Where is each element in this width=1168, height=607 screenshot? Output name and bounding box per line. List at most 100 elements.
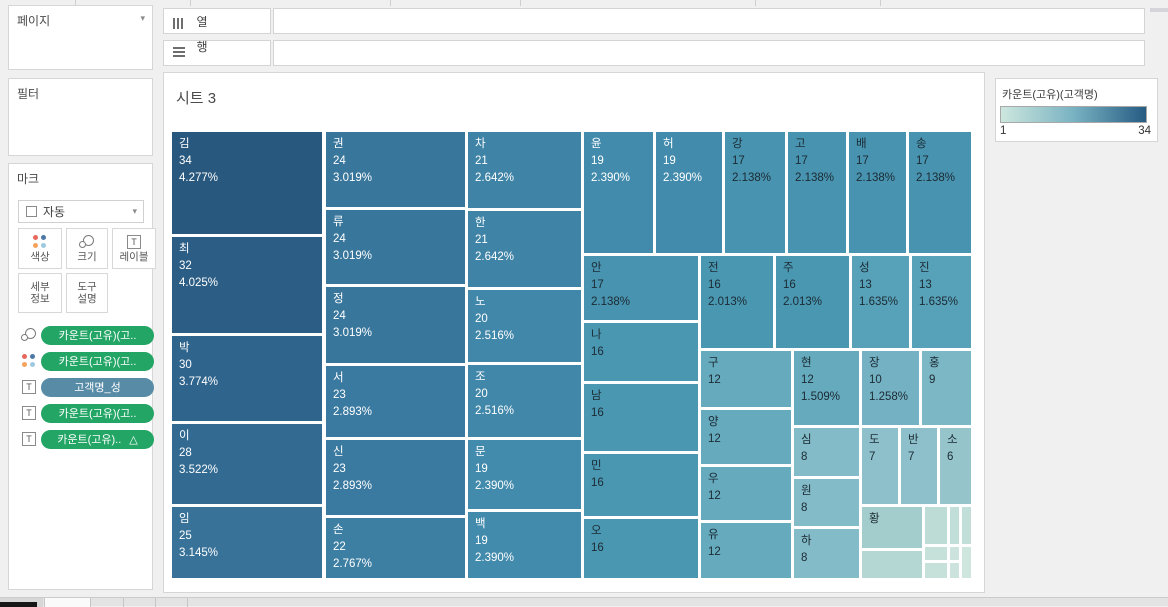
label-button[interactable]: T 레이블 [112,228,156,269]
chevron-down-icon: ▾ [132,206,137,216]
treemap-cell[interactable]: 남 16 [584,384,698,451]
pill-customer-surname[interactable]: 고객명_성 [41,377,154,397]
sheet-tab-divider [155,598,156,607]
detail-button-line1: 세부 [30,281,50,293]
mark-type-value: 자동 [43,205,66,219]
chevron-down-icon[interactable]: ▾ [140,13,145,23]
detail-button-line2: 정보 [30,293,50,305]
detail-button[interactable]: 세부 정보 [18,273,62,313]
sheet-title: 시트 3 [176,90,217,107]
treemap-cell[interactable] [962,547,971,578]
tooltip-button-line1: 도구 [77,281,97,293]
treemap-cell[interactable]: 손 22 2.767% [326,518,465,578]
treemap-cell[interactable] [962,507,971,544]
sheet-tab-divider [187,598,188,607]
treemap-cell[interactable]: 유 12 [701,523,791,578]
pill-row: T 고객명_성 [17,377,154,397]
treemap-cell[interactable]: 전 16 2.013% [701,256,773,348]
color-button[interactable]: 색상 [18,228,62,269]
treemap-cell[interactable]: 황 [862,507,922,548]
rows-shelf[interactable] [273,40,1145,66]
sheet-tab-divider [123,598,124,607]
tooltip-button-line2: 설명 [77,293,97,305]
columns-shelf-label: 열 [196,15,208,29]
treemap-cell[interactable]: 안 17 2.138% [584,256,698,320]
pill-count-distinct-label[interactable]: 카운트(고유)(고.. [41,403,154,423]
color-icon [33,234,47,249]
sheet-tab-active[interactable] [44,598,91,607]
treemap-cell[interactable]: 김 34 4.277% [172,132,322,234]
pill-count-distinct-delta[interactable]: 카운트(고유).. △ [41,429,154,449]
treemap: 김 34 4.277% 최 32 4.025% 박 30 3.774% 이 28 3.522% 임 25 3… [172,129,971,579]
color-legend-gradient[interactable] [1000,106,1147,123]
tooltip-button[interactable]: 도구 설명 [66,273,108,313]
treemap-cell[interactable]: 임 25 3.145% [172,507,322,578]
color-icon [17,354,41,368]
size-icon [79,234,95,249]
columns-shelf[interactable] [273,8,1145,34]
treemap-cell[interactable]: 박 30 3.774% [172,336,322,421]
size-button-label: 크기 [77,250,97,263]
text-label-icon: T [127,234,141,249]
treemap-cell[interactable]: 노 20 2.516% [468,290,581,362]
treemap-cell[interactable]: 차 21 2.642% [468,132,581,208]
treemap-cell[interactable] [925,547,947,560]
sheet-tab-bar [0,597,1168,607]
treemap-cell[interactable]: 배 17 2.138% [849,132,906,253]
treemap-cell[interactable]: 문 19 2.390% [468,440,581,509]
treemap-cell[interactable]: 한 21 2.642% [468,211,581,287]
treemap-cell[interactable] [862,551,922,578]
treemap-cell[interactable]: 구 12 [701,351,791,407]
treemap-cell[interactable]: 성 13 1.635% [852,256,909,348]
pill-count-distinct-color[interactable]: 카운트(고유)(고.. [41,351,154,371]
taskbar-fragment [0,602,37,607]
treemap-cell[interactable]: 양 12 [701,410,791,464]
treemap-cell[interactable]: 나 16 [584,323,698,381]
treemap-cell[interactable]: 허 19 2.390% [656,132,722,253]
treemap-cell[interactable]: 우 12 [701,467,791,520]
treemap-cell[interactable]: 백 19 2.390% [468,512,581,578]
treemap-cell[interactable] [950,507,959,544]
treemap-cell[interactable]: 류 24 3.019% [326,210,465,284]
rows-shelf-label: 행 [196,39,208,54]
size-button[interactable]: 크기 [66,228,108,269]
treemap-cell[interactable]: 신 23 2.893% [326,440,465,515]
filters-shelf-label: 필터 [17,87,40,101]
color-legend-card: 카운트(고유)(고객명) 1 34 [995,78,1158,142]
rows-shelf-header: 행 [163,40,271,66]
pill-count-distinct-size[interactable]: 카운트(고유)(고.. [41,325,154,345]
treemap-cell[interactable]: 서 23 2.893% [326,366,465,437]
pages-shelf-label: 페이지 [17,14,51,28]
treemap-cell[interactable]: 오 16 [584,519,698,578]
treemap-cell[interactable]: 권 24 3.019% [326,132,465,207]
toolbar-divider [880,0,881,6]
columns-shelf-header: 열 [163,8,271,34]
treemap-cell[interactable]: 조 20 2.516% [468,365,581,437]
pages-shelf[interactable]: 페이지 ▾ [8,5,153,70]
treemap-cell[interactable]: 강 17 2.138% [725,132,785,253]
treemap-cell[interactable]: 민 16 [584,454,698,516]
treemap-cell[interactable]: 최 32 4.025% [172,237,322,333]
treemap-cell[interactable]: 정 24 3.019% [326,287,465,363]
treemap-cell[interactable]: 주 16 2.013% [776,256,849,348]
treemap-cell[interactable] [950,563,959,578]
treemap-cell[interactable]: 고 17 2.138% [788,132,846,253]
treemap-cell[interactable]: 장 10 1.258% [862,351,919,425]
treemap-cell[interactable] [950,547,959,560]
treemap-cell[interactable]: 이 28 3.522% [172,424,322,504]
treemap-cell[interactable] [925,507,947,544]
filters-shelf[interactable]: 필터 [8,78,153,156]
treemap-cell[interactable]: 송 17 2.138% [909,132,971,253]
treemap-cell[interactable]: 현 12 1.509% [794,351,859,425]
treemap-cell[interactable]: 윤 19 2.390% [584,132,653,253]
mark-type-dropdown[interactable]: 자동 ▾ [18,200,144,223]
treemap-cell[interactable]: 진 13 1.635% [912,256,971,348]
treemap-cell[interactable] [925,563,947,578]
